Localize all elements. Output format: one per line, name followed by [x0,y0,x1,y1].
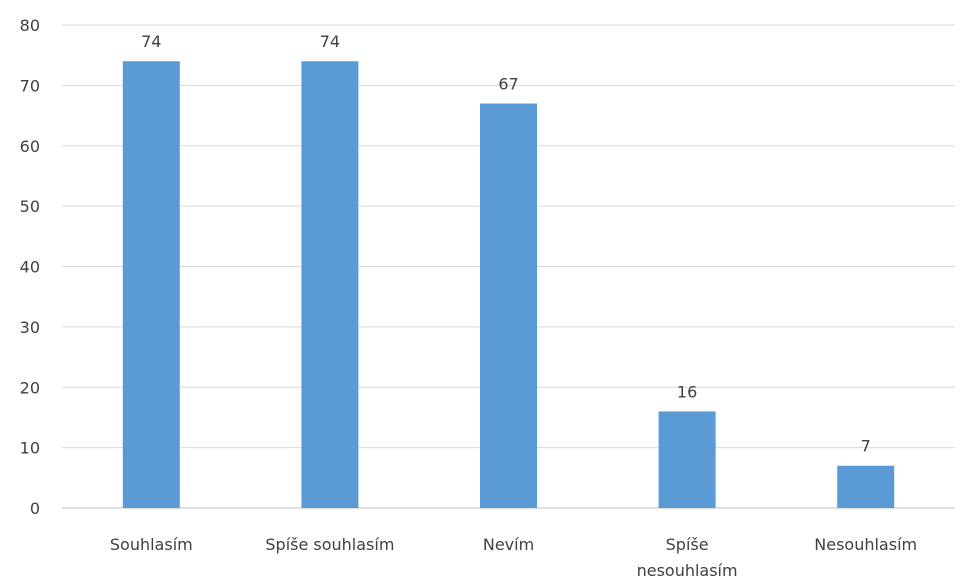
data-label: 74 [141,32,161,51]
x-axis-categories: Souhlasím Spíše souhlasím Nevím Spíše nesouh… [110,535,917,580]
y-tick-label: 0 [30,499,40,518]
x-category-label: Nesouhlasím [814,535,917,554]
y-tick-label: 20 [20,378,40,397]
bar [837,465,895,508]
x-category-label: Souhlasím [110,535,193,554]
data-label: 7 [861,437,871,456]
data-label: 74 [320,32,340,51]
y-axis-ticks: 0 10 20 30 40 50 60 70 80 [20,16,40,518]
x-category-label: Nevím [483,535,534,554]
bars [122,61,895,509]
bar [122,61,180,508]
x-category-label: Spíše souhlasím [265,535,394,554]
data-labels: 74 74 67 16 7 [141,32,871,456]
bar [658,411,716,508]
x-category-label: Spíše nesouhlasím [637,535,738,580]
y-tick-label: 70 [20,76,40,95]
y-tick-label: 40 [20,258,40,277]
data-label: 16 [677,382,697,401]
bar [480,103,537,509]
y-tick-label: 30 [20,318,40,337]
bar [301,61,359,508]
y-tick-label: 80 [20,16,40,35]
data-label: 67 [498,74,518,93]
y-tick-label: 60 [20,137,40,156]
y-tick-label: 10 [20,439,40,458]
y-tick-label: 50 [20,197,40,216]
